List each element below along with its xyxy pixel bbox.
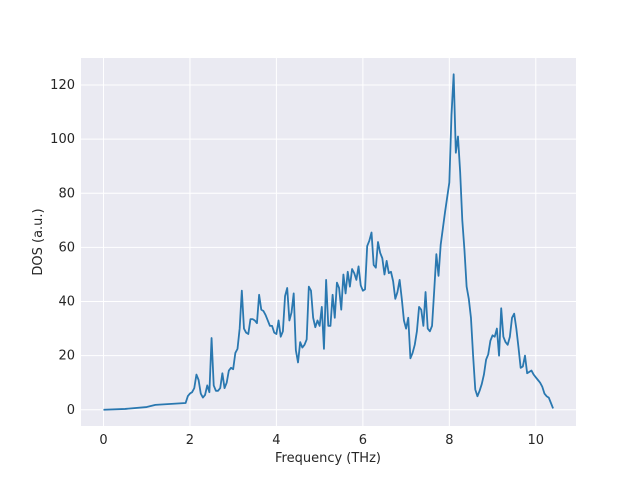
- x-tick-label: 0: [99, 433, 107, 448]
- x-tick-label: 4: [272, 433, 280, 448]
- x-axis-label: Frequency (THz): [275, 451, 381, 466]
- y-tick-label: 60: [58, 240, 75, 255]
- y-axis-label: DOS (a.u.): [31, 208, 46, 275]
- y-tick-label: 100: [50, 132, 75, 147]
- y-tick-label: 120: [50, 78, 75, 93]
- y-tick-label: 20: [58, 349, 75, 364]
- x-tick-label: 2: [186, 433, 194, 448]
- y-tick-label: 40: [58, 295, 75, 310]
- x-tick-label: 10: [528, 433, 545, 448]
- y-tick-label: 0: [67, 403, 75, 418]
- plot-area: [81, 58, 576, 426]
- x-tick-label: 6: [359, 433, 367, 448]
- line: [103, 73, 554, 411]
- x-tick-label: 8: [445, 433, 453, 448]
- y-tick-label: 80: [58, 186, 75, 201]
